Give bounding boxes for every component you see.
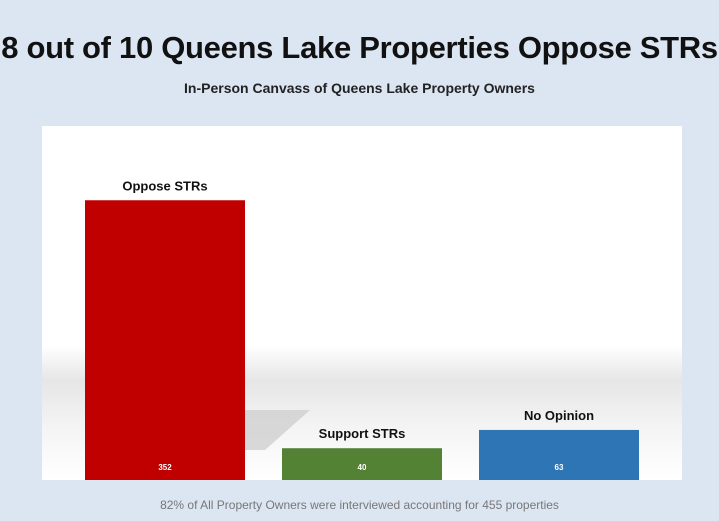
- bar-oppose-strs: [85, 200, 245, 480]
- category-label: No Opinion: [524, 408, 594, 423]
- chart-subtitle: In-Person Canvass of Queens Lake Propert…: [184, 80, 535, 96]
- chart-title: 8 out of 10 Queens Lake Properties Oppos…: [1, 30, 718, 65]
- bar-shadow: [245, 410, 310, 450]
- bar-no-opinion: [479, 429, 639, 480]
- bar-support-strs: [282, 448, 442, 480]
- category-label: Support STRs: [319, 426, 406, 441]
- category-label: Oppose STRs: [122, 178, 207, 193]
- plot-area: Oppose STRs 352 Support STRs 40 No Opinion 63: [42, 126, 682, 480]
- data-label: 63: [555, 463, 564, 472]
- footnote: 82% of All Property Owners were intervie…: [160, 498, 559, 512]
- bar-chart: Oppose STRs 352 Support STRs 40 No Opinion 63: [85, 178, 639, 480]
- data-label: 352: [158, 463, 172, 472]
- data-label: 40: [358, 463, 367, 472]
